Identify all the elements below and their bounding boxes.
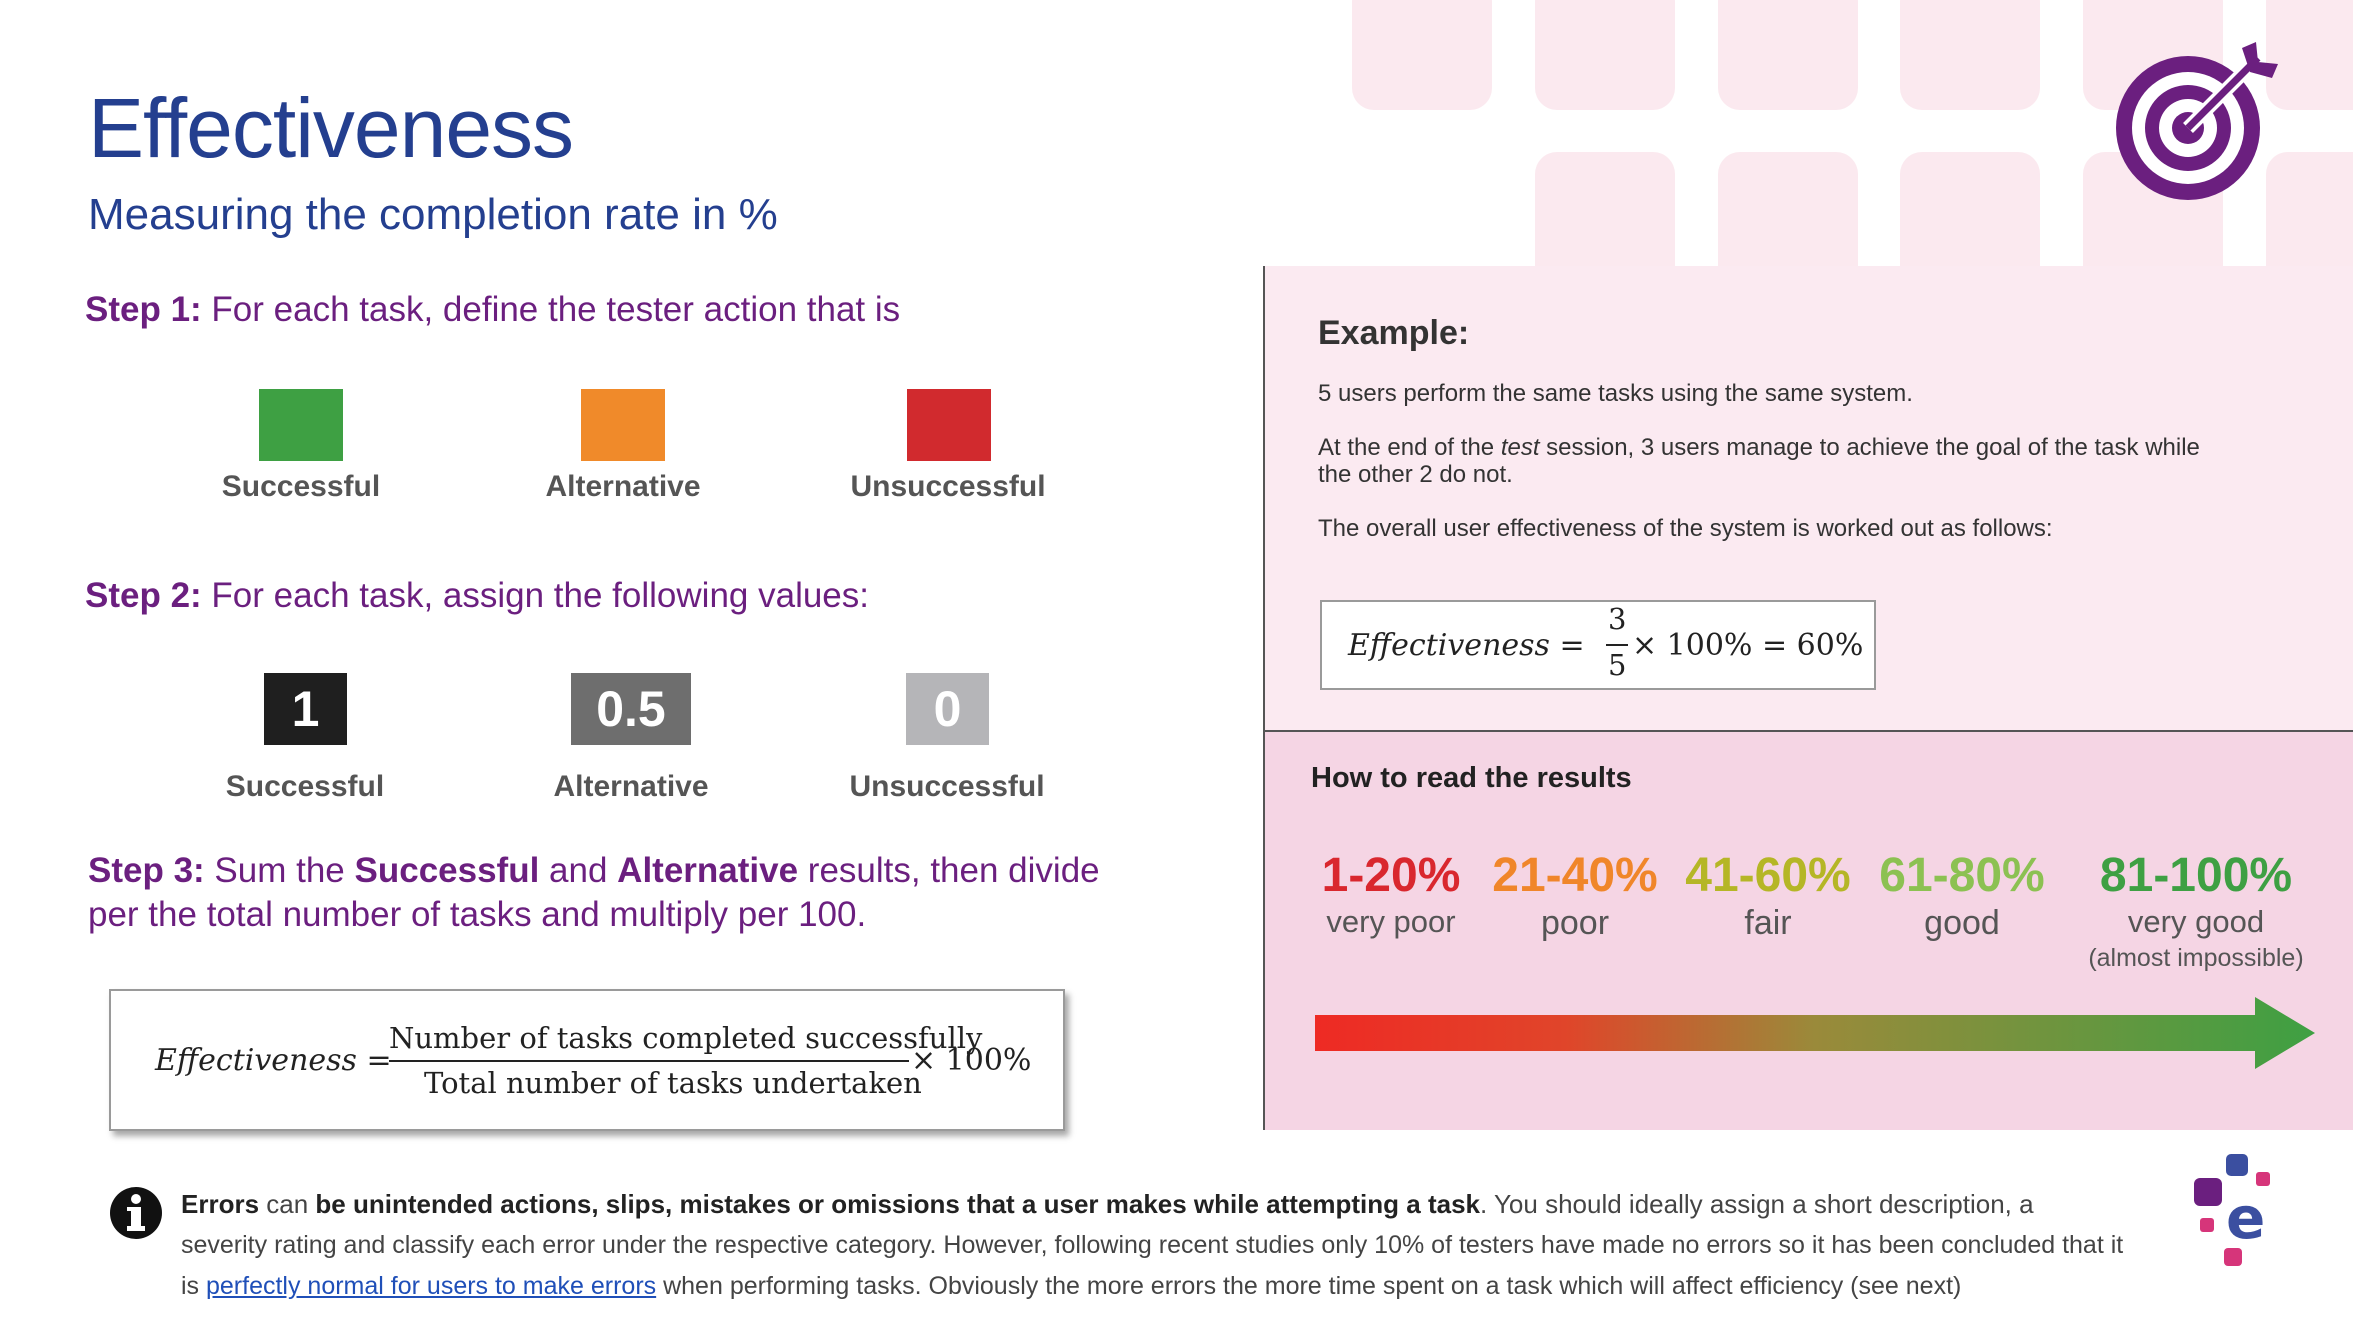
note-text-5: when performing tasks. Obviously the mor… [656,1272,1962,1300]
step-3-bold-successful: Successful [354,851,540,890]
alternative-value-caption: Alternative [553,770,709,803]
alternative-value-box: 0.5 [571,673,691,745]
step-2-text: For each task, assign the following valu… [201,576,869,615]
range-poor: 21-40% [1492,849,1658,902]
label-poor: poor [1540,904,1610,942]
example-p2-a: At the end of the [1318,434,1501,461]
decorative-square [1535,0,1675,110]
example-formula-lhs: Effectiveness = [1348,628,1585,663]
alternative-caption: Alternative [545,470,701,503]
unsuccessful-value-box: 0 [906,673,989,745]
example-p2-italic: test [1500,434,1540,461]
decorative-square [2266,0,2353,110]
successful-value-box: 1 [264,673,347,745]
note-text-1: can [259,1189,316,1219]
range-very-good: 81-100% [2099,849,2293,902]
range-good: 61-80% [1879,849,2045,902]
example-formula-rhs: × 100% = 60% [1632,628,1864,663]
unsuccessful-swatch [907,389,991,461]
note-bold-errors: Errors [181,1189,260,1219]
effectiveness-formula: Effectiveness = Number of tasks complete… [109,989,1065,1131]
label-very-good: very good [2127,904,2265,939]
step-1-label: Step 1: [85,290,202,329]
step-2-label: Step 2: [85,576,202,615]
example-paragraph-1: 5 users perform the same tasks using the… [1318,380,1913,407]
svg-text:e: e [2226,1184,2265,1252]
brand-logo-icon: e [2194,1154,2270,1266]
results-panel: How to read the results 1-20% very poor … [1263,732,2353,1130]
decorative-square [1352,0,1492,110]
scale-arrow [1315,997,2315,1069]
example-paragraph-3: The overall user effectiveness of the sy… [1318,515,2053,542]
step-3-text-b: and [539,851,618,890]
note-bold-definition: be unintended actions, slips, mistakes o… [315,1189,1480,1219]
example-formula: Effectiveness = 3 5 × 100% = 60% [1320,600,1876,690]
formula-lhs: Effectiveness = [155,1043,392,1078]
example-formula-denominator: 5 [1608,648,1627,682]
step-1-heading: Step 1: For each task, define the tester… [85,290,900,330]
step-1-text: For each task, define the tester action … [201,290,901,329]
results-heading: How to read the results [1311,762,1632,794]
successful-caption: Successful [221,470,381,503]
unsuccessful-caption: Unsuccessful [850,470,1046,503]
formula-factor: × 100% [911,1043,1032,1078]
label-fair: fair [1744,904,1792,942]
step-3-bold-alternative: Alternative [617,851,799,890]
step-3-line-2: per the total number of tasks and multip… [88,895,867,934]
successful-value-caption: Successful [225,770,385,803]
step-3-text-c: results, then divide [798,851,1100,890]
example-formula-numerator: 3 [1608,602,1627,636]
formula-fraction-bar [389,1060,909,1062]
range-fair: 41-60% [1685,849,1851,902]
example-p2-b: session, 3 users manage to achieve the g… [1539,434,2200,461]
example-heading: Example: [1318,314,1470,352]
label-almost-impossible: (almost impossible) [2088,944,2304,972]
range-very-poor: 1-20% [1321,849,1461,902]
step-2-heading: Step 2: For each task, assign the follow… [85,576,869,616]
example-paragraph-2: At the end of the test session, 3 users … [1318,434,2200,488]
decorative-square [1900,0,2040,110]
example-formula-bar [1606,644,1628,646]
decorative-square [1718,0,1858,110]
step-3-label: Step 3: [88,851,205,890]
note-text-2: . You should ideally assign a short desc… [1480,1189,2034,1219]
example-p2-c: the other 2 do not. [1318,461,1513,488]
step-3-text-a: Sum the [204,851,355,890]
target-icon [2116,42,2278,200]
label-very-poor: very poor [1326,904,1456,939]
step-3-text: Step 3: Sum the Successful and Successfu… [88,849,1100,937]
formula-denominator: Total number of tasks undertaken [424,1066,922,1100]
successful-swatch [259,389,343,461]
label-good: good [1924,904,2000,942]
page-title: Effectiveness [88,81,574,175]
alternative-swatch [581,389,665,461]
unsuccessful-value-caption: Unsuccessful [849,770,1045,803]
page-subtitle: Measuring the completion rate in % [88,190,778,239]
errors-note: Errors can be unintended actions, slips,… [181,1184,2181,1306]
errors-study-link[interactable]: perfectly normal for users to make error… [206,1272,657,1300]
example-panel: Example: 5 users perform the same tasks … [1263,266,2353,732]
info-icon [110,1187,162,1239]
note-text-4: is [181,1272,206,1300]
note-text-3: severity rating and classify each error … [181,1231,2124,1259]
formula-numerator: Number of tasks completed successfully [389,1021,983,1055]
